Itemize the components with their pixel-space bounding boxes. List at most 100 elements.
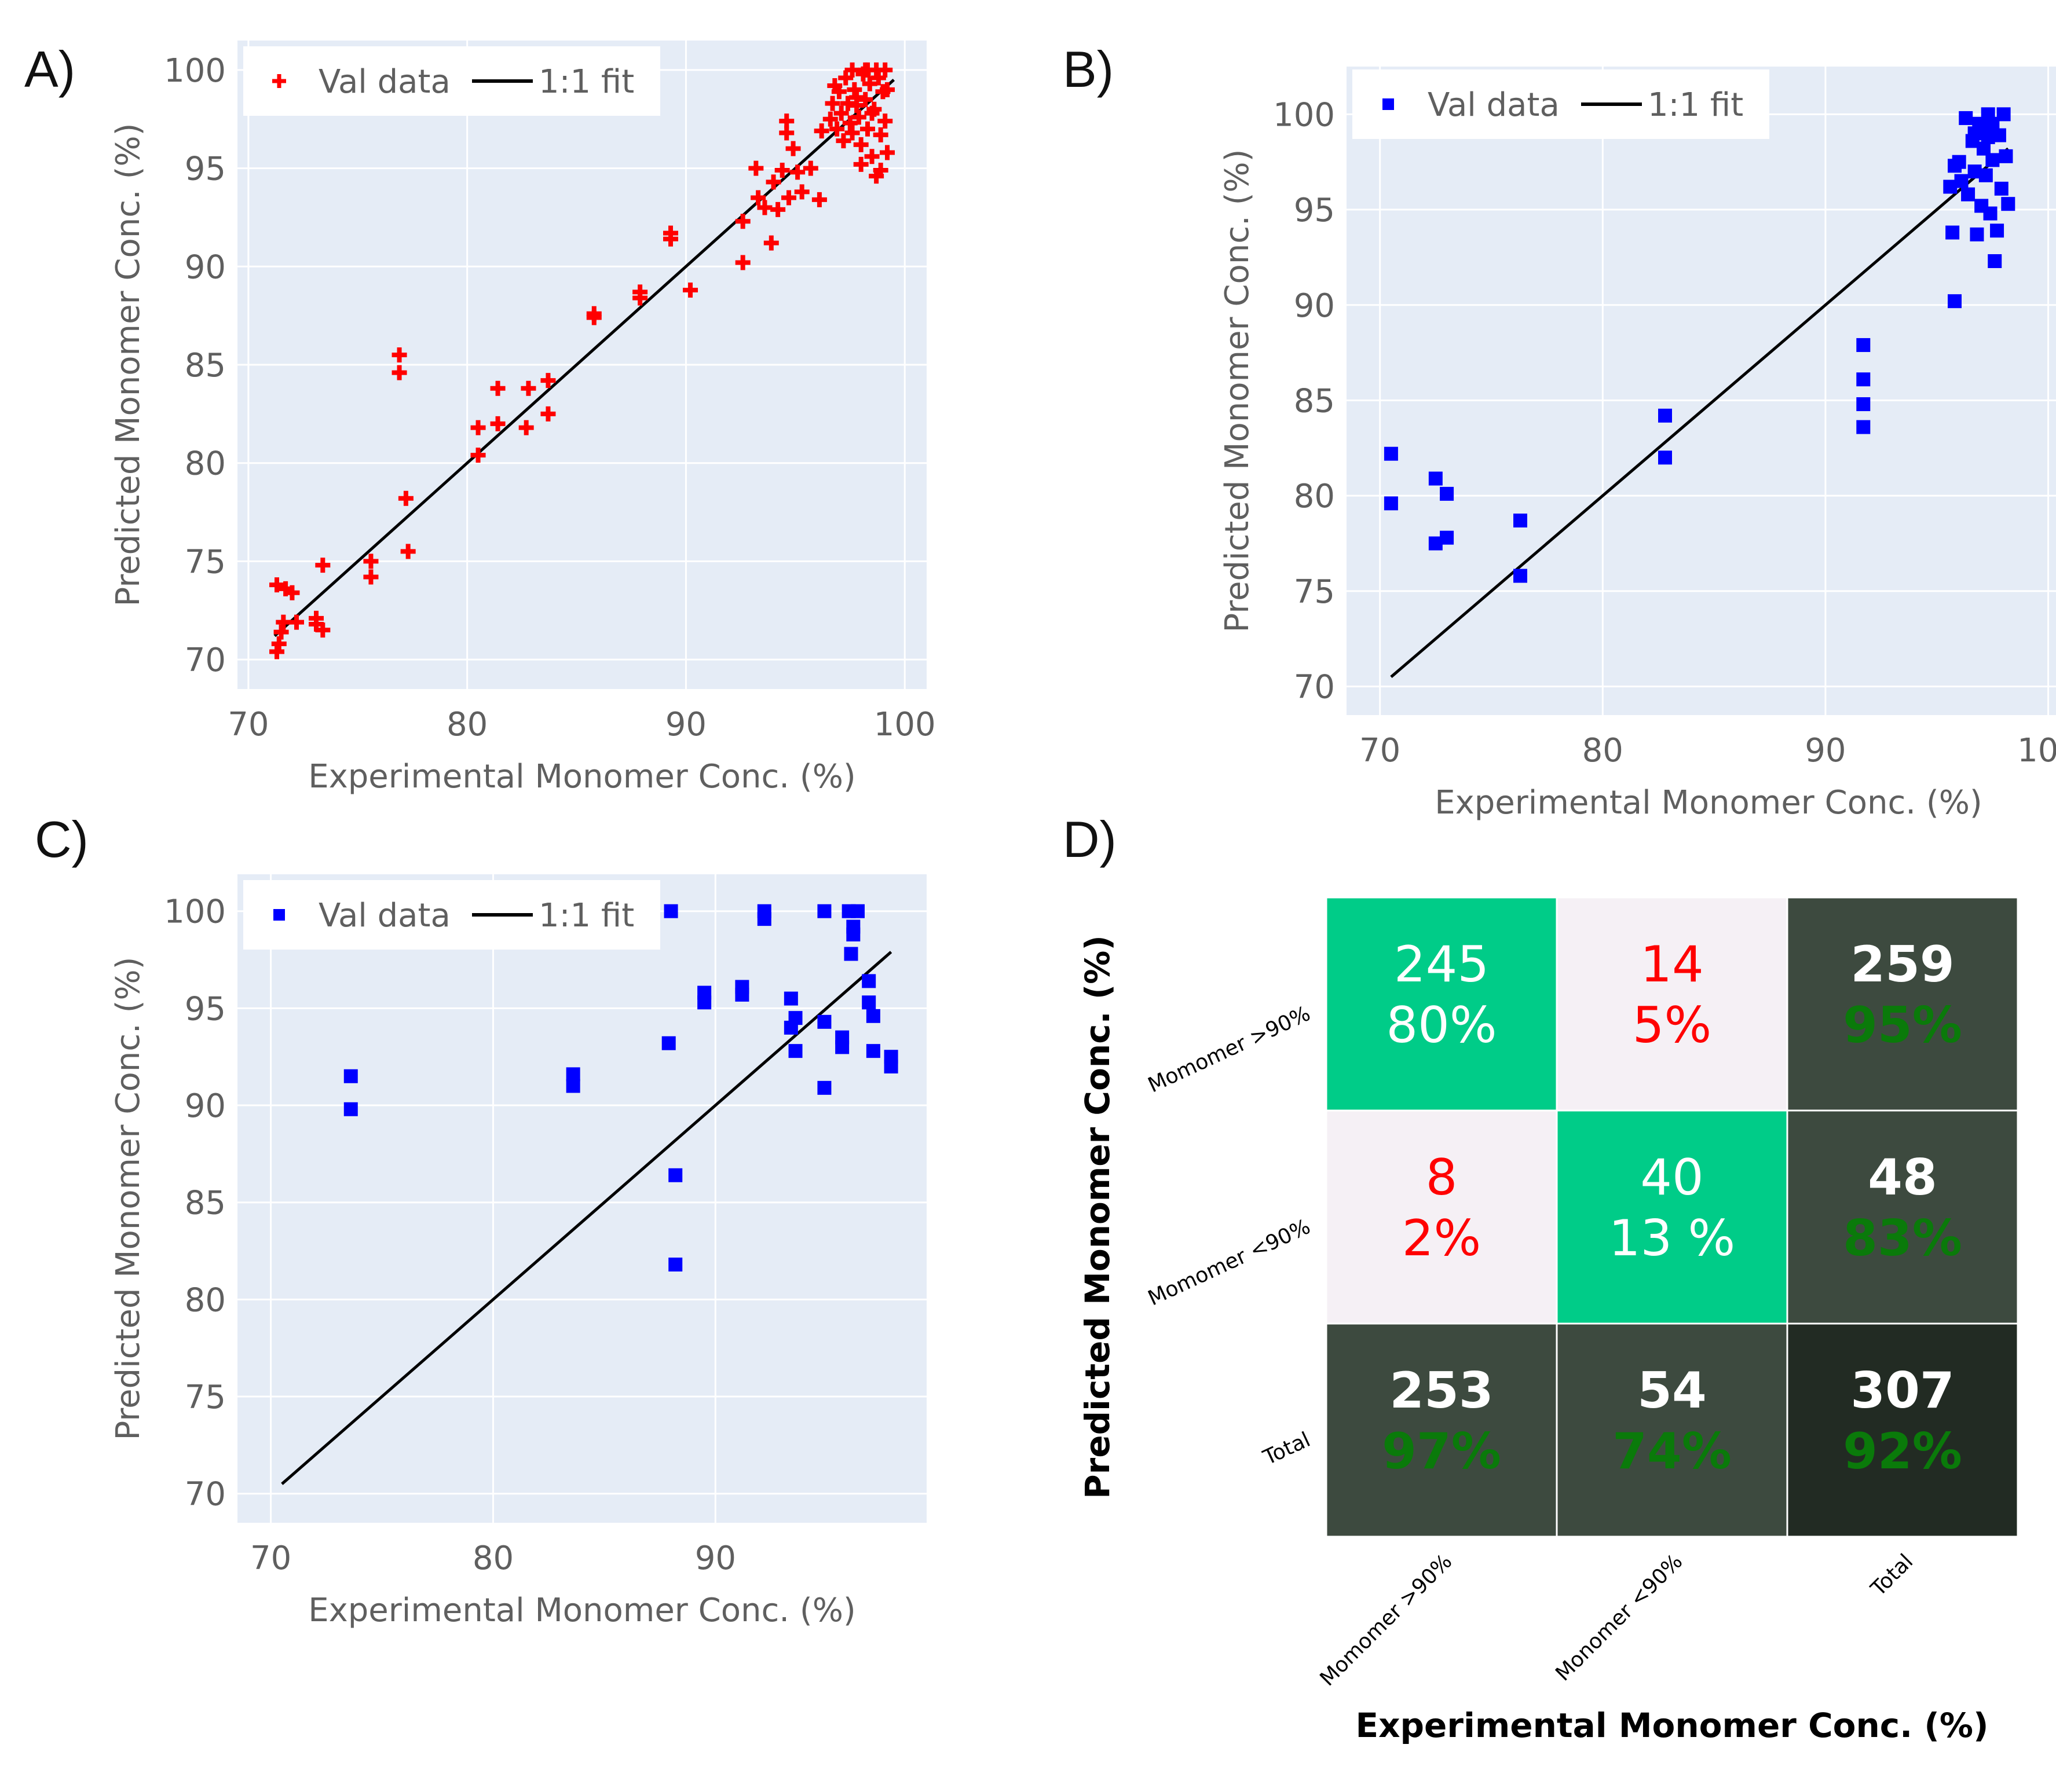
x-tick-label: 80 <box>447 706 488 743</box>
data-point <box>392 347 407 363</box>
data-point <box>873 127 888 142</box>
data-point <box>1856 397 1871 412</box>
data-point <box>518 420 534 435</box>
data-point <box>697 995 712 1010</box>
matrix-cell <box>1786 1109 2019 1325</box>
y-tick-label: 95 <box>1294 192 1335 229</box>
data-point <box>779 113 795 129</box>
y-tick-label: 95 <box>185 151 226 188</box>
data-point <box>470 420 486 435</box>
data-point <box>814 123 829 139</box>
data-point <box>766 174 781 190</box>
y-tick-label: 70 <box>1294 669 1335 706</box>
x-axis-label: Experimental Monomer Conc. (%) <box>308 1592 856 1629</box>
data-point <box>586 306 602 321</box>
y-tick-label: 75 <box>185 1379 226 1416</box>
data-point <box>785 141 801 156</box>
data-point <box>1384 446 1398 461</box>
panel-a-scatter-chart: A) 70 80 90 100 70 75 80 85 90 95 100 Experimental M… <box>24 41 936 796</box>
data-point <box>851 904 865 918</box>
data-point <box>748 160 764 176</box>
cell-count: 14 <box>1640 936 1703 994</box>
data-point <box>490 380 506 396</box>
data-point <box>803 160 818 176</box>
panel-label: D) <box>1063 811 1117 868</box>
data-point <box>846 927 861 941</box>
fit-line <box>1390 147 2009 679</box>
panel-label: C) <box>35 811 89 868</box>
data-point <box>862 995 876 1010</box>
x-tick-label: 70 <box>1359 732 1400 769</box>
cell-count: 54 <box>1637 1362 1707 1420</box>
plot-area <box>1347 67 2056 715</box>
data-point <box>873 163 888 178</box>
data-point <box>866 1044 880 1058</box>
row-tick-label: Momomer <90% <box>1144 1215 1314 1311</box>
data-point <box>2001 197 2015 211</box>
data-point <box>1961 187 1975 201</box>
y-tick-label: 100 <box>1273 96 1335 134</box>
data-point <box>844 947 858 961</box>
data-point <box>540 406 556 422</box>
data-point <box>757 200 773 215</box>
data-point <box>668 1168 683 1182</box>
data-point <box>683 283 698 298</box>
y-tick-label: 80 <box>1294 478 1335 515</box>
y-tick-label: 75 <box>185 543 226 581</box>
matrix-cell <box>1556 1109 1788 1325</box>
legend-series-label: Val data <box>1428 86 1560 124</box>
data-point <box>1658 450 1672 465</box>
cell-percent: 97% <box>1382 1423 1501 1480</box>
data-point <box>521 380 536 396</box>
row-tick-label: Momomer >90% <box>1144 1002 1314 1098</box>
data-point <box>1985 153 2000 167</box>
data-point <box>770 201 786 217</box>
cell-percent: 80% <box>1386 996 1497 1054</box>
data-point <box>1513 514 1527 527</box>
data-point <box>668 1258 683 1272</box>
data-point <box>343 1102 358 1116</box>
data-point <box>835 1040 850 1054</box>
cell-count: 253 <box>1389 1362 1494 1420</box>
data-point <box>398 490 414 506</box>
row-tick-label: Total <box>1259 1428 1314 1470</box>
data-point <box>836 133 851 149</box>
data-point <box>831 84 847 100</box>
y-axis-label: Predicted Monomer Conc. (%) <box>1219 149 1256 633</box>
legend-box <box>243 46 660 116</box>
data-point <box>858 62 873 78</box>
x-tick-label: 90 <box>695 1540 736 1577</box>
x-axis-label: Experimental Monomer Conc. (%) <box>1435 784 1982 822</box>
data-point <box>833 105 849 121</box>
data-point <box>1981 130 1995 144</box>
data-point <box>1384 496 1398 511</box>
data-point <box>1970 227 1984 241</box>
data-point <box>470 448 486 463</box>
cell-count: 48 <box>1868 1149 1937 1207</box>
data-point <box>849 98 865 113</box>
data-point <box>276 614 291 630</box>
data-point <box>774 163 790 178</box>
y-axis-label: Predicted Monomer Conc. (%) <box>109 957 147 1441</box>
data-point <box>864 149 880 164</box>
column-tick-label: Momomer >90% <box>1316 1549 1457 1691</box>
data-point <box>540 373 556 389</box>
y-tick-label: 100 <box>164 52 226 90</box>
legend-series-label: Val data <box>319 897 451 935</box>
data-point <box>289 614 304 630</box>
data-point <box>884 1059 898 1073</box>
x-tick-label: 80 <box>1582 732 1623 769</box>
legend-fit-label: 1:1 fit <box>539 63 634 101</box>
data-point <box>844 125 860 141</box>
legend-box <box>243 880 660 950</box>
x-tick-label: 100 <box>2017 732 2056 769</box>
x-tick-label: 90 <box>1805 732 1846 769</box>
y-tick-label: 100 <box>164 893 226 931</box>
panel-b-scatter-chart: B) 70 80 90 100 70 75 80 85 90 95 100 Experimental M… <box>1063 41 2056 822</box>
data-point <box>784 991 798 1006</box>
data-point <box>1428 471 1443 486</box>
data-point <box>735 987 749 1002</box>
column-tick-label: Total <box>1866 1549 1918 1601</box>
data-point <box>817 1080 832 1095</box>
legend-marker <box>272 74 286 88</box>
